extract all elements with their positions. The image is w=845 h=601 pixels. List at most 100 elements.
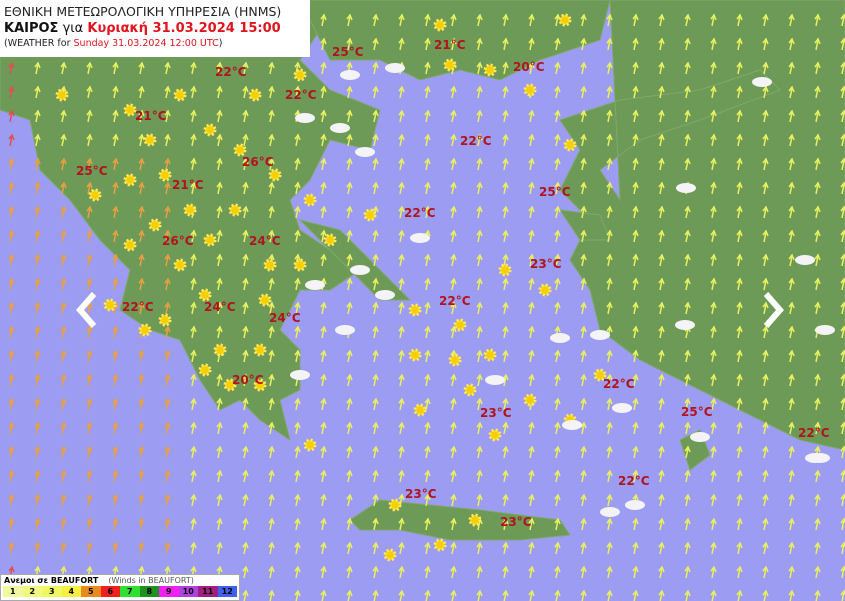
wind-arrow-icon: [372, 157, 379, 171]
wind-arrow-icon: [8, 325, 15, 339]
wind-arrow-icon: [554, 277, 561, 291]
wind-arrow-icon: [710, 229, 717, 243]
wind-arrow-icon: [372, 253, 379, 267]
wind-arrow-icon: [814, 157, 821, 171]
wind-arrow-icon: [320, 133, 327, 147]
wind-arrow-icon: [710, 397, 717, 411]
sun-icon: [268, 168, 282, 182]
sun-icon: [228, 203, 242, 217]
wind-arrow-icon: [502, 373, 509, 387]
wind-arrow-icon: [86, 469, 93, 483]
wind-arrow-icon: [86, 61, 93, 75]
wind-arrow-icon: [632, 517, 639, 531]
beaufort-level: 4: [61, 586, 81, 597]
wind-arrow-icon: [424, 301, 431, 315]
temperature-label: 25°C: [539, 185, 571, 199]
wind-arrow-icon: [242, 253, 249, 267]
temperature-label: 22°C: [439, 294, 471, 308]
temperature-label: 21°C: [135, 109, 167, 123]
sun-icon: [198, 288, 212, 302]
wind-arrow-icon: [684, 61, 691, 75]
wind-arrow-icon: [684, 157, 691, 171]
wind-arrow-icon: [294, 325, 301, 339]
wind-arrow-icon: [8, 421, 15, 435]
wind-arrow-icon: [138, 349, 145, 363]
wind-arrow-icon: [294, 589, 301, 601]
sun-icon: [55, 88, 69, 102]
wind-arrow-icon: [476, 253, 483, 267]
wind-arrow-icon: [424, 421, 431, 435]
wind-arrow-icon: [710, 61, 717, 75]
wind-arrow-icon: [164, 133, 171, 147]
wind-arrow-icon: [86, 85, 93, 99]
wind-arrow-icon: [112, 85, 119, 99]
wind-arrow-icon: [684, 301, 691, 315]
wind-arrow-icon: [60, 109, 67, 123]
wind-arrow-icon: [190, 541, 197, 555]
wind-arrow-icon: [112, 517, 119, 531]
forecast-title: ΚΑΙΡΟΣ για Κυριακή 31.03.2024 15:00: [4, 20, 310, 37]
wind-arrow-icon: [736, 565, 743, 579]
wind-arrow-icon: [710, 277, 717, 291]
beaufort-level: 12: [217, 586, 237, 597]
wind-arrow-icon: [580, 229, 587, 243]
wind-arrow-icon: [840, 109, 845, 123]
wind-arrow-icon: [164, 85, 171, 99]
wind-arrow-icon: [658, 109, 665, 123]
wind-arrow-icon: [138, 157, 145, 171]
wind-arrow-icon: [60, 445, 67, 459]
sun-icon: [183, 203, 197, 217]
wind-arrow-icon: [632, 373, 639, 387]
wind-arrow-icon: [580, 421, 587, 435]
wind-arrow-icon: [268, 469, 275, 483]
wind-arrow-icon: [86, 541, 93, 555]
wind-arrow-icon: [814, 277, 821, 291]
wind-arrow-icon: [164, 181, 171, 195]
wind-arrow-icon: [424, 397, 431, 411]
wind-arrow-icon: [450, 397, 457, 411]
wind-arrow-icon: [528, 205, 535, 219]
wind-arrow-icon: [476, 421, 483, 435]
wind-arrow-icon: [502, 565, 509, 579]
wind-arrow-icon: [190, 469, 197, 483]
sun-icon: [498, 263, 512, 277]
wind-arrow-icon: [502, 493, 509, 507]
temperature-label: 20°C: [513, 60, 545, 74]
wind-arrow-icon: [86, 253, 93, 267]
wind-arrow-icon: [450, 181, 457, 195]
wind-arrow-icon: [346, 589, 353, 601]
wind-arrow-icon: [476, 229, 483, 243]
wind-arrow-icon: [840, 565, 845, 579]
wind-arrows: [8, 13, 845, 601]
wind-arrow-icon: [658, 517, 665, 531]
wind-arrow-icon: [372, 37, 379, 51]
wind-arrow-icon: [242, 349, 249, 363]
sun-icon: [483, 63, 497, 77]
wind-arrow-icon: [736, 397, 743, 411]
wind-arrow-icon: [216, 133, 223, 147]
wind-arrow-icon: [450, 589, 457, 601]
wind-arrow-icon: [710, 517, 717, 531]
wind-arrow-icon: [684, 469, 691, 483]
wind-arrow-icon: [164, 157, 171, 171]
wind-arrow-icon: [268, 445, 275, 459]
wind-arrow-icon: [762, 13, 769, 27]
wind-arrow-icon: [736, 517, 743, 531]
wind-arrow-icon: [840, 13, 845, 27]
weather-symbols: [55, 13, 835, 562]
wind-arrow-icon: [8, 181, 15, 195]
cloud-icon: [290, 370, 310, 380]
wind-arrow-icon: [788, 397, 795, 411]
beaufort-level: 1: [3, 586, 23, 597]
wind-arrow-icon: [216, 397, 223, 411]
wind-arrow-icon: [346, 181, 353, 195]
previous-button[interactable]: [72, 290, 102, 330]
agency-title: ΕΘΝΙΚΗ ΜΕΤΕΩΡΟΛΟΓΙΚΗ ΥΠΗΡΕΣΙΑ (HNMS): [4, 4, 282, 19]
wind-arrow-icon: [528, 133, 535, 147]
wind-arrow-icon: [632, 181, 639, 195]
wind-arrow-icon: [242, 133, 249, 147]
wind-arrow-icon: [268, 133, 275, 147]
next-button[interactable]: [758, 290, 788, 330]
wind-arrow-icon: [580, 205, 587, 219]
wind-arrow-icon: [814, 85, 821, 99]
